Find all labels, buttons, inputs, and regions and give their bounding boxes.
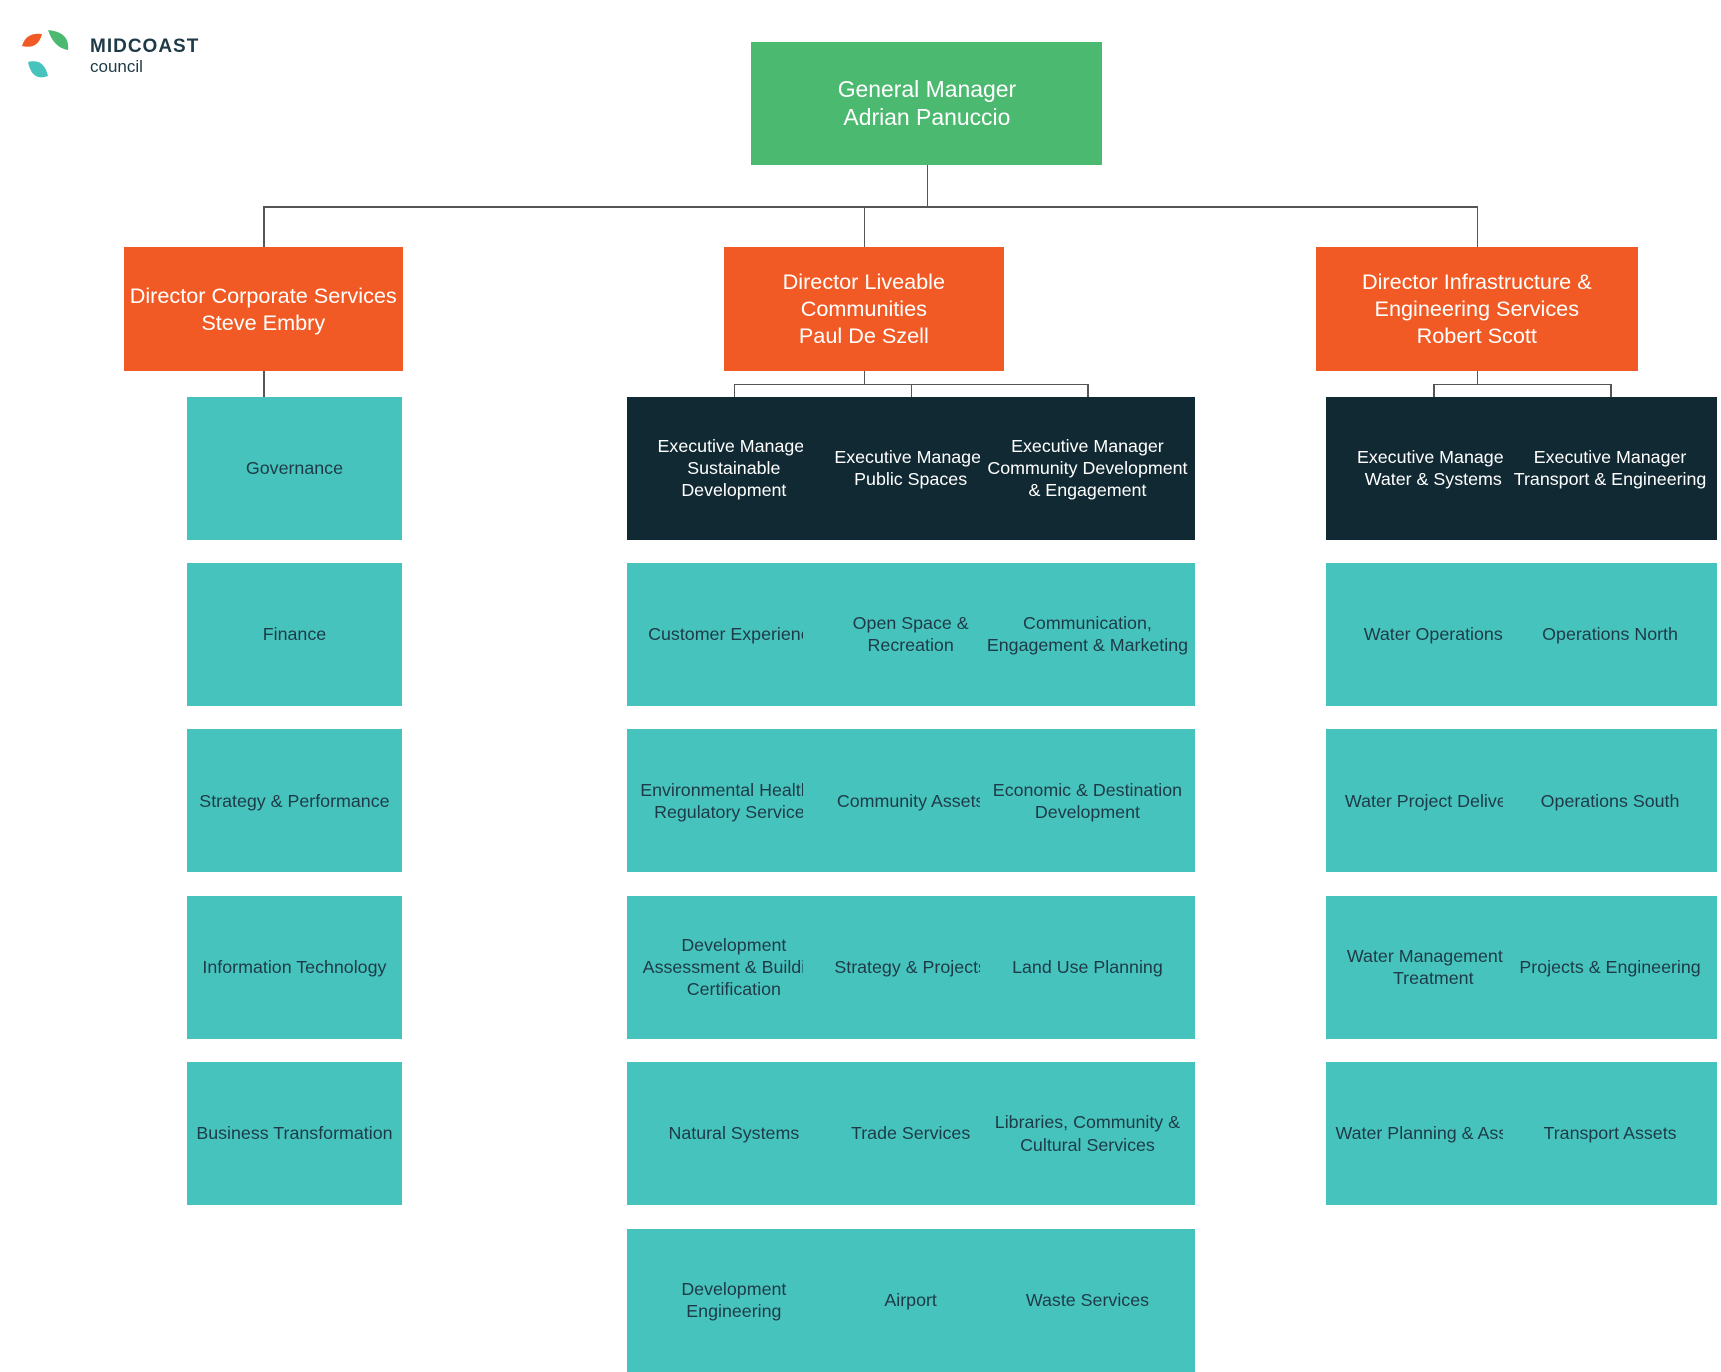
org-node-trans-3: Projects & Engineering xyxy=(1503,896,1718,1039)
connector xyxy=(864,371,866,384)
org-node-label: Trade Services xyxy=(851,1122,970,1144)
logo-mark-icon xyxy=(18,28,80,86)
org-node-label: Strategy & Projects xyxy=(834,956,987,978)
logo: MIDCOAST council xyxy=(18,28,199,86)
org-node-label: Projects & Engineering xyxy=(1519,956,1700,978)
org-node-comm-4: Libraries, Community & Cultural Services xyxy=(980,1062,1195,1205)
org-node-label: Transport Assets xyxy=(1543,1122,1676,1144)
org-node-label: Information Technology xyxy=(202,956,386,978)
connector xyxy=(263,206,265,247)
org-node-label: Business Transformation xyxy=(196,1122,392,1144)
org-node-trans-4: Transport Assets xyxy=(1503,1062,1718,1205)
org-node-label: Communication, Engagement & Marketing xyxy=(986,612,1189,657)
org-node-trans-1: Operations North xyxy=(1503,563,1718,706)
org-node-label: Libraries, Community & Cultural Services xyxy=(986,1111,1189,1156)
connector xyxy=(911,384,913,397)
org-node-comm-1: Communication, Engagement & Marketing xyxy=(980,563,1195,706)
org-node-gm: General ManagerAdrian Panuccio xyxy=(751,42,1102,166)
org-node-label: Operations North xyxy=(1542,623,1678,645)
connector xyxy=(1433,384,1610,386)
org-node-em-comm: Executive Manager Community Development … xyxy=(980,397,1195,540)
connector xyxy=(1477,206,1479,247)
org-node-comm-3: Land Use Planning xyxy=(980,896,1195,1039)
org-node-label: Director Corporate ServicesSteve Embry xyxy=(130,282,397,336)
connector xyxy=(1087,384,1089,397)
org-node-label: Customer Experience xyxy=(648,623,819,645)
org-node-label: General ManagerAdrian Panuccio xyxy=(838,75,1016,132)
org-node-label: Economic & Destination Development xyxy=(986,779,1189,824)
org-node-label: Airport xyxy=(884,1289,937,1311)
connector xyxy=(1610,384,1612,397)
connector xyxy=(1433,384,1435,397)
org-node-label: Water Project Delivery xyxy=(1345,790,1522,812)
org-node-label: Water Planning & Assets xyxy=(1335,1122,1531,1144)
connector xyxy=(864,206,866,247)
org-node-comm-5: Waste Services xyxy=(980,1229,1195,1372)
org-node-corp-gov: Governance xyxy=(187,397,402,540)
org-node-label: Director Infrastructure & Engineering Se… xyxy=(1322,268,1632,349)
org-node-corp-it: Information Technology xyxy=(187,896,402,1039)
logo-line2: council xyxy=(90,58,199,77)
org-node-label: Water Operations xyxy=(1364,623,1503,645)
org-node-em-trans: Executive Manager Transport & Engineerin… xyxy=(1503,397,1718,540)
org-node-corp-strat: Strategy & Performance xyxy=(187,729,402,872)
connector xyxy=(263,206,1477,208)
connector xyxy=(927,165,929,206)
org-node-label: Community Assets xyxy=(837,790,985,812)
connector xyxy=(1477,371,1479,384)
connector xyxy=(263,371,265,397)
org-node-dir-infra: Director Infrastructure & Engineering Se… xyxy=(1316,247,1638,371)
org-node-dir-live: Director Liveable CommunitiesPaul De Sze… xyxy=(724,247,1004,371)
org-node-label: Natural Systems xyxy=(668,1122,799,1144)
org-node-trans-2: Operations South xyxy=(1503,729,1718,872)
logo-line1: MIDCOAST xyxy=(90,37,199,58)
org-node-label: Operations South xyxy=(1541,790,1680,812)
org-node-label: Land Use Planning xyxy=(1012,956,1163,978)
logo-text: MIDCOAST council xyxy=(90,37,199,77)
org-node-label: Waste Services xyxy=(1026,1289,1149,1311)
connector xyxy=(734,384,736,397)
org-node-corp-biz: Business Transformation xyxy=(187,1062,402,1205)
org-node-corp-fin: Finance xyxy=(187,563,402,706)
org-node-label: Director Liveable CommunitiesPaul De Sze… xyxy=(730,268,998,349)
org-node-label: Executive Manager Community Development … xyxy=(986,435,1189,502)
org-node-label: Governance xyxy=(246,457,343,479)
org-node-comm-2: Economic & Destination Development xyxy=(980,729,1195,872)
org-node-label: Strategy & Performance xyxy=(199,790,389,812)
org-node-dir-corp: Director Corporate ServicesSteve Embry xyxy=(124,247,404,371)
org-node-label: Executive Manager Transport & Engineerin… xyxy=(1509,446,1712,491)
org-node-label: Finance xyxy=(263,623,326,645)
